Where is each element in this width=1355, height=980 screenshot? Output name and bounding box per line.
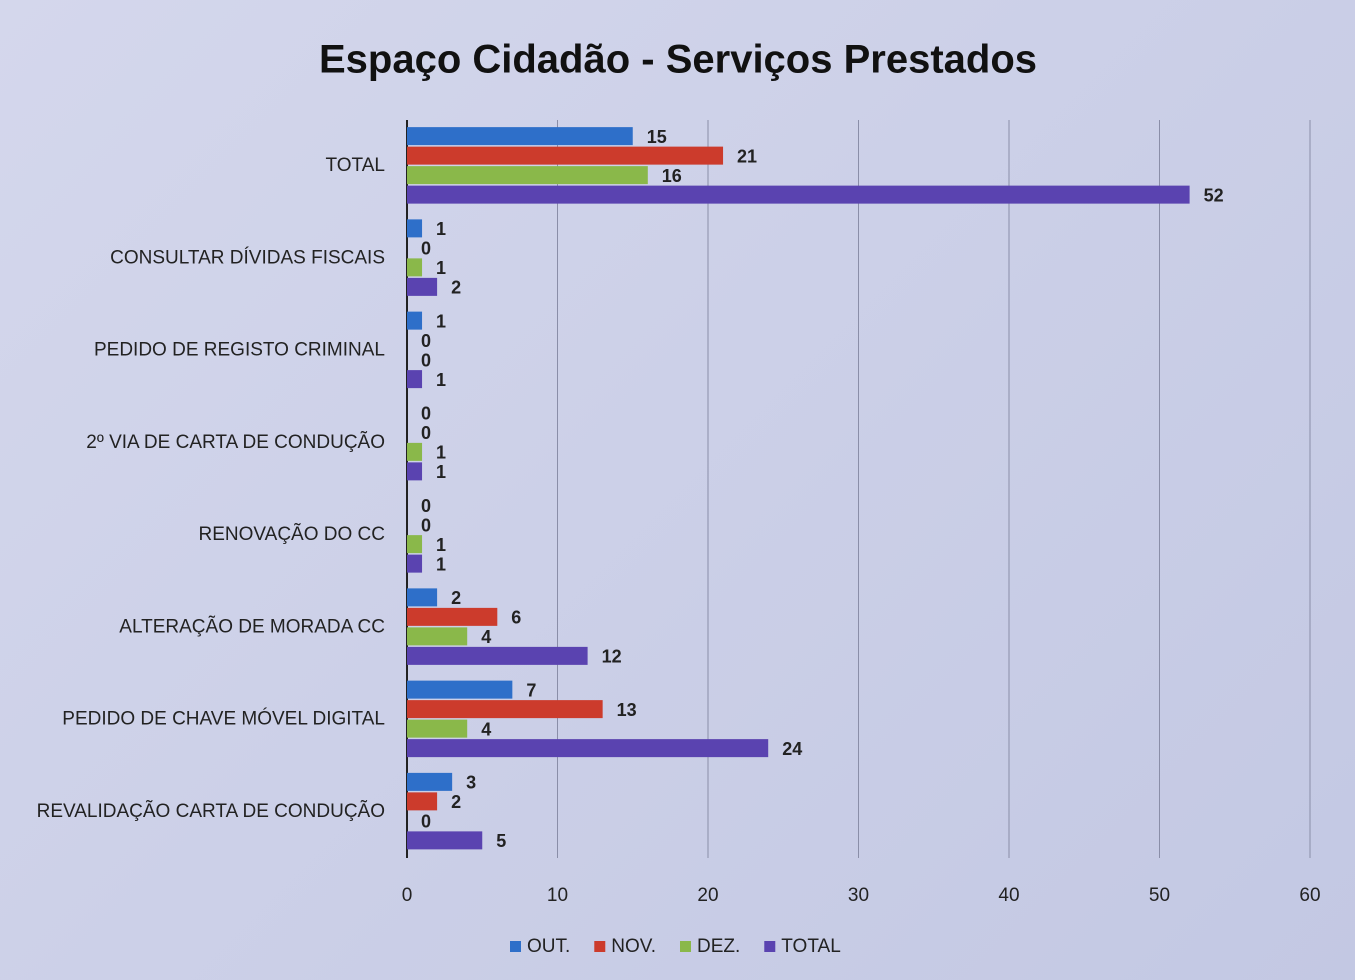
data-label: 0	[421, 239, 431, 259]
bar	[407, 588, 438, 607]
data-label: 0	[421, 404, 431, 424]
data-label: 1	[436, 370, 446, 390]
data-label: 7	[526, 680, 536, 700]
data-label: 2	[451, 588, 461, 608]
x-tick-label: 10	[547, 885, 568, 906]
bar	[407, 442, 423, 461]
bar	[407, 185, 1190, 204]
y-tick-label: CONSULTAR DÍVIDAS FISCAIS	[110, 247, 385, 268]
bar	[407, 166, 648, 185]
bar	[407, 535, 423, 554]
y-tick-label: TOTAL	[326, 155, 385, 176]
data-label: 1	[436, 219, 446, 239]
data-label: 0	[421, 350, 431, 370]
legend-swatch	[594, 941, 606, 952]
bar	[407, 146, 724, 165]
data-label: 1	[436, 462, 446, 482]
data-label: 0	[421, 496, 431, 516]
x-tick-label: 50	[1149, 885, 1170, 906]
bar	[407, 792, 438, 811]
data-label: 0	[421, 423, 431, 443]
data-label: 24	[782, 739, 802, 759]
bar	[407, 772, 453, 791]
bar	[407, 462, 423, 481]
data-label: 16	[662, 166, 682, 186]
data-label: 1	[436, 258, 446, 278]
bar	[407, 127, 633, 146]
y-tick-label: PEDIDO DE REGISTO CRIMINAL	[94, 340, 385, 361]
bar	[407, 627, 468, 646]
y-tick-label: REVALIDAÇÃO CARTA DE CONDUÇÃO	[37, 800, 385, 822]
data-label: 4	[481, 719, 491, 739]
chart-title: Espaço Cidadão - Serviços Prestados	[319, 38, 1037, 82]
data-label: 4	[481, 627, 491, 647]
x-tick-label: 30	[848, 885, 869, 906]
x-tick-label: 0	[402, 885, 413, 906]
y-tick-label: PEDIDO DE CHAVE MÓVEL DIGITAL	[62, 708, 385, 730]
y-tick-label: RENOVAÇÃO DO CC	[198, 523, 385, 545]
legend-label: TOTAL	[781, 936, 840, 957]
x-tick-label: 40	[998, 885, 1019, 906]
bar	[407, 607, 498, 626]
legend-label: DEZ.	[697, 936, 740, 957]
data-label: 3	[466, 773, 476, 793]
legend-swatch	[764, 941, 776, 952]
legend-label: NOV.	[611, 936, 656, 957]
bar	[407, 719, 468, 738]
x-tick-label: 20	[697, 885, 718, 906]
data-label: 1	[436, 554, 446, 574]
data-label: 6	[511, 608, 521, 628]
bar	[407, 831, 483, 850]
bar	[407, 700, 603, 719]
bar	[407, 277, 438, 296]
data-label: 0	[421, 331, 431, 351]
data-label: 21	[737, 146, 757, 166]
data-label: 5	[496, 831, 506, 851]
data-label: 52	[1204, 185, 1224, 205]
bar	[407, 646, 588, 665]
data-label: 0	[421, 515, 431, 535]
data-label: 1	[436, 535, 446, 555]
data-label: 0	[421, 812, 431, 832]
legend-label: OUT.	[527, 936, 570, 957]
bar	[407, 370, 423, 389]
bar	[407, 311, 423, 330]
legend-swatch	[680, 941, 691, 952]
bar	[407, 258, 423, 277]
bar	[407, 219, 423, 238]
y-tick-label: ALTERAÇÃO DE MORADA CC	[119, 615, 385, 637]
bar	[407, 680, 513, 699]
data-label: 1	[436, 443, 446, 463]
bar	[407, 739, 769, 758]
bar	[407, 554, 423, 573]
y-tick-label: 2º VIA DE CARTA DE CONDUÇÃO	[86, 431, 385, 453]
data-label: 2	[451, 278, 461, 298]
data-label: 2	[451, 792, 461, 812]
data-label: 13	[617, 700, 637, 720]
data-label: 1	[436, 311, 446, 331]
x-tick-label: 60	[1299, 885, 1320, 906]
data-label: 12	[602, 647, 622, 667]
data-label: 15	[647, 127, 667, 147]
legend-swatch	[510, 941, 521, 952]
